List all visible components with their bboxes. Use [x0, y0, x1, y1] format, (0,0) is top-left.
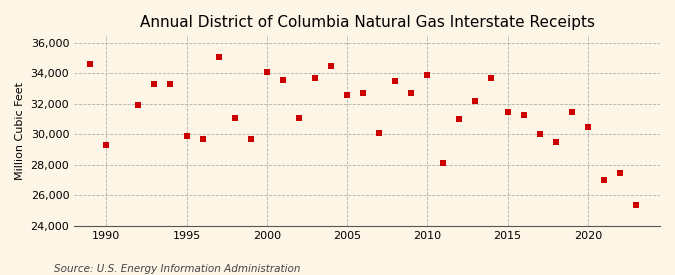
Point [325, 64, 336, 68]
Point [342, 93, 352, 97]
Point [614, 170, 625, 175]
Point [454, 117, 465, 121]
Point [181, 134, 192, 138]
Point [245, 137, 256, 141]
Point [101, 143, 111, 147]
Point [358, 91, 369, 95]
Point [583, 125, 593, 129]
Point [422, 73, 433, 77]
Point [294, 116, 304, 120]
Point [486, 76, 497, 80]
Text: Source: U.S. Energy Information Administration: Source: U.S. Energy Information Administ… [54, 264, 300, 274]
Point [502, 109, 513, 114]
Point [85, 62, 96, 67]
Point [630, 202, 641, 207]
Point [550, 140, 561, 144]
Point [534, 132, 545, 137]
Point [149, 82, 160, 86]
Point [406, 91, 416, 95]
Point [470, 99, 481, 103]
Point [165, 82, 176, 86]
Point [310, 76, 321, 80]
Title: Annual District of Columbia Natural Gas Interstate Receipts: Annual District of Columbia Natural Gas … [140, 15, 595, 30]
Point [277, 77, 288, 82]
Point [389, 79, 400, 83]
Point [599, 178, 610, 182]
Point [197, 137, 208, 141]
Y-axis label: Million Cubic Feet: Million Cubic Feet [15, 82, 25, 180]
Point [213, 54, 224, 59]
Point [230, 116, 240, 120]
Point [518, 112, 529, 117]
Point [261, 70, 272, 74]
Point [133, 103, 144, 108]
Point [374, 131, 385, 135]
Point [566, 109, 577, 114]
Point [438, 161, 449, 166]
